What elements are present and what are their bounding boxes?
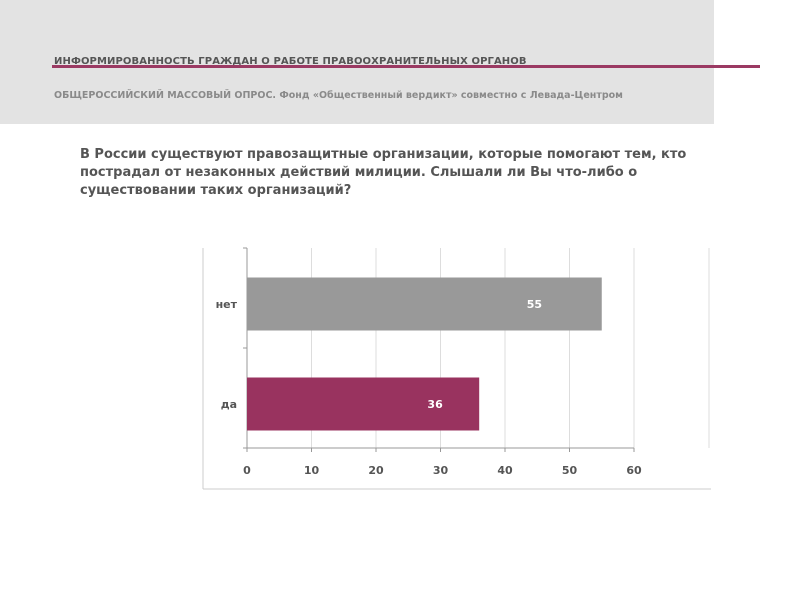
category-label: нет <box>216 298 238 311</box>
x-tick-label: 60 <box>626 464 642 477</box>
data-label: 36 <box>427 398 443 411</box>
page-subtitle: ОБЩЕРОССИЙСКИЙ МАССОВЫЙ ОПРОС. Фонд «Общ… <box>54 90 623 101</box>
bar-no <box>247 277 602 331</box>
data-label: 55 <box>527 298 542 311</box>
x-tick-label: 40 <box>497 464 513 477</box>
page-title: ИНФОРМИРОВАННОСТЬ ГРАЖДАН О РАБОТЕ ПРАВО… <box>54 56 527 67</box>
header-band <box>0 0 714 124</box>
x-tick-label: 20 <box>368 464 384 477</box>
bar-yes <box>247 377 480 431</box>
x-tick-label: 10 <box>304 464 320 477</box>
category-label: да <box>221 398 237 411</box>
x-tick-label: 50 <box>562 464 578 477</box>
survey-question: В России существуют правозащитные органи… <box>80 147 687 198</box>
accent-line <box>52 65 760 68</box>
x-tick-label: 30 <box>433 464 449 477</box>
x-tick-label: 0 <box>243 464 251 477</box>
